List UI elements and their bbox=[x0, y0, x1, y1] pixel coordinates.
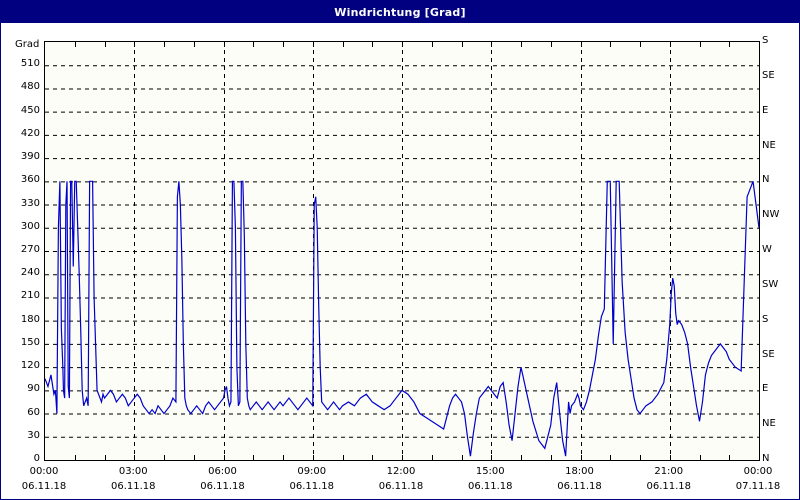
x-axis-tick-label: 15:00 06.11.18 bbox=[468, 464, 513, 494]
plot-area bbox=[44, 41, 760, 461]
x-axis-tick-date: 07.11.18 bbox=[735, 481, 781, 492]
x-axis-tick-label: 09:00 06.11.18 bbox=[289, 464, 334, 494]
x-axis-tick-label: 06:00 06.11.18 bbox=[200, 464, 245, 494]
y-axis-left-tick-label: 210 bbox=[20, 290, 40, 302]
y-axis-left-tick-label: 60 bbox=[27, 406, 40, 418]
y-axis-left-tick-label: 90 bbox=[27, 383, 40, 395]
y-axis-left-tick-label: 120 bbox=[20, 360, 40, 372]
x-axis-tick-date: 06.11.18 bbox=[200, 481, 245, 492]
x-axis-tick-date: 06.11.18 bbox=[289, 481, 335, 492]
y-axis-left-tick-label: 330 bbox=[20, 197, 40, 209]
y-axis-right-tick-label: NW bbox=[762, 209, 780, 221]
x-axis-tick-time: 03:00 bbox=[118, 466, 148, 477]
x-axis-tick-time: 00:00 bbox=[29, 466, 59, 477]
y-axis-right-tick-label: SE bbox=[762, 69, 775, 81]
y-axis-right-ticks: N NE E SE S SW W NW N NE E SE S bbox=[762, 35, 800, 464]
y-axis-left-tick-label: 0 bbox=[33, 453, 40, 464]
y-axis-left-tick-label: 240 bbox=[20, 267, 40, 279]
x-axis-tick-label: 18:00 06.11.18 bbox=[557, 464, 602, 494]
window-title-bar: Windrichtung [Grad] bbox=[1, 1, 799, 23]
x-axis-tick-time: 09:00 bbox=[297, 466, 327, 477]
y-axis-right-tick-label: S bbox=[762, 35, 769, 46]
y-axis-left-tick-label: 360 bbox=[20, 174, 40, 186]
y-axis-right-tick-label: N bbox=[762, 174, 770, 186]
x-axis-ticks: 00:00 06.11.18 03:00 06.11.18 06:00 06.11.18 0… bbox=[1, 464, 799, 498]
x-axis-tick-label: 00:00 06.11.18 bbox=[22, 464, 67, 494]
x-axis-tick-time: 18:00 bbox=[565, 466, 594, 477]
y-axis-left-tick-label: 480 bbox=[20, 81, 40, 93]
x-axis-tick-time: 21:00 bbox=[654, 466, 684, 477]
y-axis-left-tick-label: 420 bbox=[20, 127, 40, 139]
x-axis-tick-date: 06.11.18 bbox=[378, 481, 424, 492]
x-axis-tick-time: 06:00 bbox=[208, 466, 237, 477]
x-axis-tick-time: 15:00 bbox=[475, 466, 505, 477]
x-axis-tick-date: 06.11.18 bbox=[646, 481, 692, 492]
x-axis-tick-time: 12:00 bbox=[386, 466, 416, 477]
x-axis-tick-label: 21:00 06.11.18 bbox=[646, 464, 691, 494]
y-axis-right-tick-label: SW bbox=[762, 278, 779, 290]
y-axis-right-tick-label: W bbox=[762, 244, 772, 255]
x-axis-tick-time: 00:00 bbox=[743, 466, 773, 477]
grid-lines bbox=[45, 42, 759, 460]
y-axis-left-tick-label: 510 bbox=[20, 58, 40, 70]
y-axis-left-tick-label: 180 bbox=[20, 313, 40, 325]
y-axis-right-tick-label: S bbox=[762, 313, 769, 325]
x-axis-tick-label: 00:00 07.11.18 bbox=[736, 464, 781, 494]
y-axis-left-ticks: 0 30 60 90 120 150 180 210 240 270 300 330 360 390 420… bbox=[1, 41, 40, 464]
y-axis-right-tick-label: SE bbox=[762, 348, 775, 360]
y-axis-unit-label: Grad bbox=[15, 39, 40, 50]
y-axis-right-tick-label: N bbox=[762, 453, 770, 464]
x-axis-tick-label: 12:00 06.11.18 bbox=[379, 464, 424, 494]
y-axis-left-tick-label: 270 bbox=[20, 244, 40, 255]
chart-canvas: Grad 0 30 60 90 120 150 180 210 240 270 300 330 360 3… bbox=[1, 24, 799, 499]
y-axis-left-tick-label: 300 bbox=[20, 220, 40, 232]
y-axis-left-tick-label: 390 bbox=[20, 151, 40, 163]
x-axis-tick-date: 06.11.18 bbox=[557, 481, 602, 492]
y-axis-left-tick-label: 450 bbox=[20, 104, 40, 116]
y-axis-right-tick-label: E bbox=[762, 383, 769, 395]
y-axis-left-tick-label: 150 bbox=[20, 336, 40, 348]
x-axis-tick-date: 06.11.18 bbox=[21, 481, 67, 492]
y-axis-right-tick-label: NE bbox=[762, 139, 776, 151]
x-axis-tick-label: 03:00 06.11.18 bbox=[111, 464, 156, 494]
x-axis-tick-date: 06.11.18 bbox=[467, 481, 513, 492]
y-axis-right-tick-label: E bbox=[762, 104, 769, 116]
x-axis-tick-date: 06.11.18 bbox=[110, 481, 156, 492]
y-axis-right-tick-label: NE bbox=[762, 418, 776, 430]
page-title: Windrichtung [Grad] bbox=[334, 5, 466, 19]
wind-direction-line bbox=[45, 180, 759, 457]
y-axis-left-tick-label: 30 bbox=[27, 429, 40, 441]
